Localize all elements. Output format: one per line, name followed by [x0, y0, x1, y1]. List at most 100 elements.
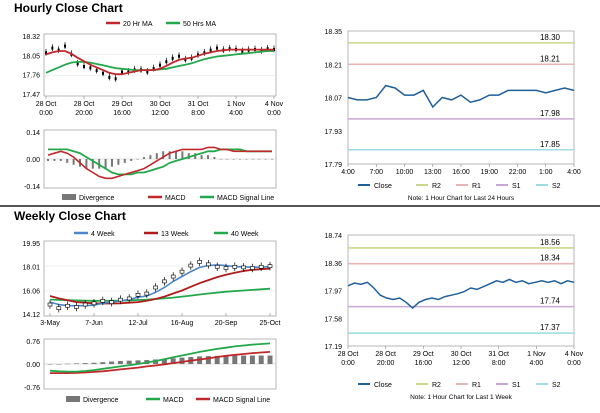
x-tick-label: 13:00	[424, 169, 442, 176]
divergence-bar	[73, 363, 79, 364]
divergence-bar	[66, 159, 69, 163]
y-tick-label: 0.00	[26, 362, 40, 369]
y-tick-label: 0.76	[26, 339, 40, 346]
candle-body	[126, 296, 132, 301]
legend-swatch-divergence	[62, 194, 76, 200]
divergence-bar	[179, 357, 185, 364]
candle-body	[165, 60, 168, 64]
candle-body	[65, 303, 70, 308]
candle-body	[162, 279, 167, 284]
plot-frame	[43, 240, 277, 317]
divergence-bar	[226, 159, 229, 160]
level-label-r2: 18.30	[540, 33, 561, 42]
legend-label: R2	[432, 183, 441, 190]
x-tick-label: 4 Nov	[565, 351, 584, 358]
divergence-bar	[72, 159, 75, 165]
plot-frame	[347, 234, 575, 347]
divergence-bar	[249, 355, 255, 364]
divergence-bar	[207, 155, 209, 159]
candle-body	[258, 264, 264, 269]
candle-body	[102, 71, 104, 75]
candle-body	[100, 299, 106, 303]
legend-label: MACD Signal Line	[213, 397, 270, 404]
level-label-r2: 18.56	[540, 238, 561, 247]
divergence-bar	[241, 355, 247, 364]
x-tick-label: 28 Oct	[36, 101, 57, 108]
candle-body	[241, 265, 246, 270]
x-tick-label: 31 Oct	[188, 101, 209, 108]
divergence-bar	[149, 155, 152, 159]
legend-label: Divergence	[79, 195, 115, 202]
divergence-bar	[258, 355, 264, 364]
x-tick-label: 12:00	[151, 110, 169, 117]
chart-note: Note: 1 Hour Chart for Last 24 Hours	[408, 195, 515, 202]
divergence-bar	[181, 151, 184, 159]
divergence-bar	[175, 151, 177, 159]
divergence-bar	[91, 159, 94, 169]
x-tick-label: 7:00	[369, 169, 383, 176]
divergence-bar	[187, 153, 190, 159]
divergence-bar	[213, 157, 216, 159]
y-tick-label: -0.76	[24, 385, 40, 392]
divergence-bar	[170, 358, 176, 364]
candle-body	[267, 264, 273, 268]
divergence-bar	[91, 362, 97, 364]
candle-body	[241, 49, 244, 53]
candle-body	[152, 67, 155, 71]
y-tick-label: 17.58	[324, 316, 342, 323]
x-tick-label: 12:00	[452, 360, 470, 367]
divergence-bar	[111, 159, 113, 167]
x-tick-label: 22:00	[509, 169, 527, 176]
divergence-bar	[194, 153, 197, 159]
candle-body	[153, 285, 158, 290]
y-tick-label: 17.76	[22, 73, 40, 80]
divergence-bar	[200, 155, 203, 159]
legend-label: R1	[472, 382, 481, 389]
x-tick-label: 0:00	[267, 110, 281, 117]
divergence-bar	[168, 151, 171, 159]
x-tick-label: 29 Oct	[112, 101, 133, 108]
divergence-bar	[82, 363, 88, 364]
x-tick-label: 8:00	[492, 360, 506, 367]
x-tick-label: 1 Nov	[227, 101, 246, 108]
divergence-bar	[161, 358, 167, 364]
close-line	[347, 278, 575, 310]
legend-label: MACD	[163, 397, 184, 404]
divergence-bar	[239, 159, 241, 160]
level-label-r1: 18.21	[540, 54, 561, 63]
y-tick-label: 19.95	[22, 241, 40, 248]
divergence-bar	[104, 159, 107, 169]
divergence-bar	[109, 361, 115, 364]
candle-body	[64, 44, 66, 48]
candle-body	[188, 263, 194, 268]
divergence-bar	[123, 159, 126, 163]
level-label-s1: 17.74	[540, 297, 561, 306]
candle-body	[89, 66, 92, 70]
candle-body	[178, 54, 180, 58]
candle-body	[91, 301, 97, 306]
y-tick-label: 18.07	[324, 96, 342, 103]
x-tick-label: 4:00	[530, 360, 544, 367]
candle-body	[216, 46, 218, 50]
candle-body	[146, 70, 149, 74]
divergence-bar	[65, 363, 71, 365]
plot-frame	[347, 30, 575, 165]
candle-body	[135, 292, 141, 297]
candle-body	[223, 266, 229, 270]
x-tick-label: 20:00	[75, 110, 93, 117]
x-tick-label: 28 Oct	[375, 351, 396, 358]
candle-body	[197, 260, 202, 264]
candle-body	[170, 274, 176, 279]
x-tick-label: 4 Nov	[265, 101, 284, 108]
ma20-line	[45, 48, 274, 76]
divergence-bar	[47, 159, 49, 161]
divergence-bar	[205, 356, 211, 364]
section-divider	[0, 205, 600, 207]
x-tick-label: 30 Oct	[451, 351, 472, 358]
divergence-bar	[264, 159, 267, 160]
candle-body	[114, 77, 117, 81]
x-tick-label: 30 Oct	[150, 101, 171, 108]
legend-label: Divergence	[83, 397, 119, 404]
x-tick-label: 3-May	[40, 320, 60, 327]
x-tick-label: 16:00	[452, 169, 470, 176]
